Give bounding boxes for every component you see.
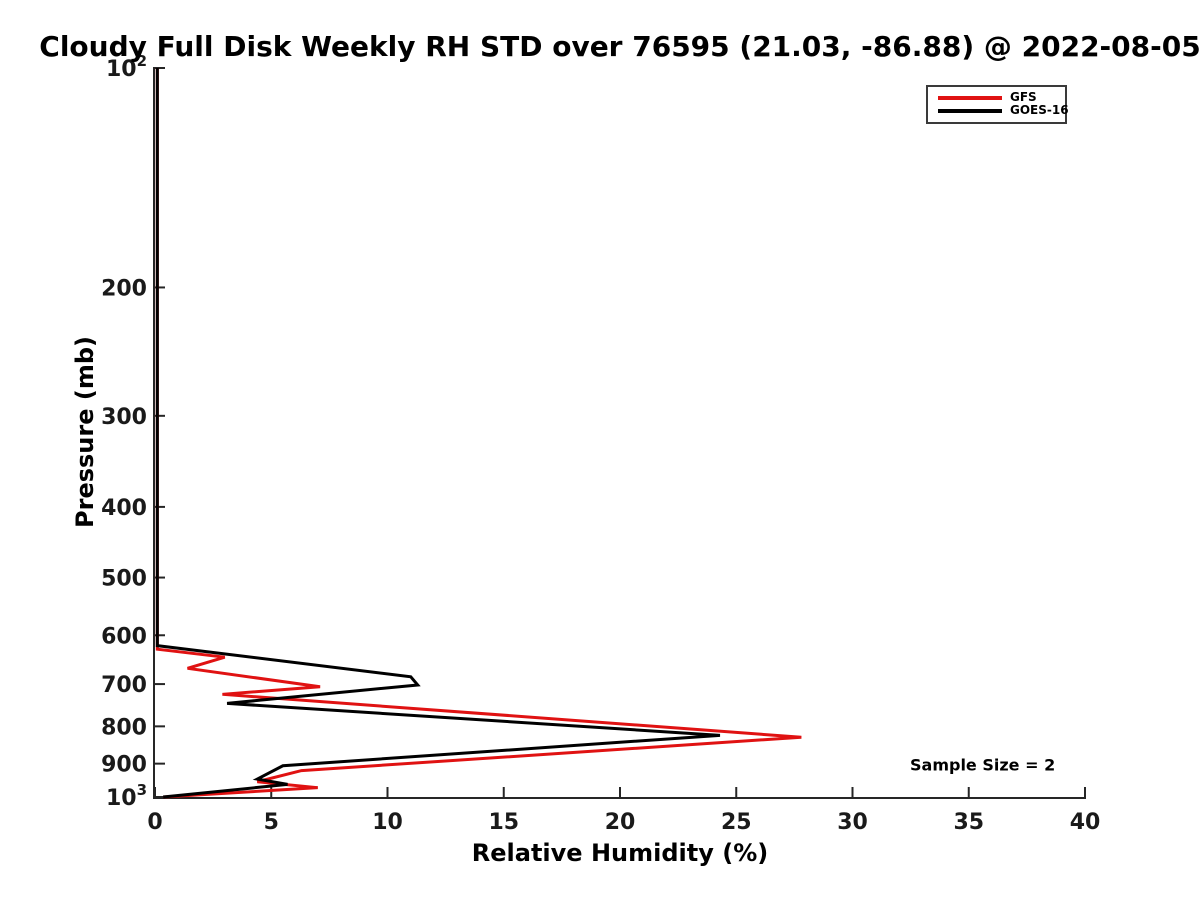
y-tick-label: 600 [101, 624, 147, 649]
y-tick-label: 500 [101, 567, 147, 592]
legend: GFS GOES-16 [926, 85, 1069, 124]
y-axis-label: Pressure (mb) [71, 336, 99, 528]
x-tick-label: 25 [721, 810, 752, 835]
x-tick-label: 35 [953, 810, 984, 835]
x-axis-label: Relative Humidity (%) [471, 839, 769, 867]
series-line-goes-16 [155, 68, 721, 799]
sample-size-annotation: Sample Size = 2 [910, 755, 1056, 775]
legend-item-goes16: GOES-16 [938, 104, 1069, 117]
x-tick-label: 30 [837, 810, 868, 835]
y-tick-label: 102 [106, 52, 147, 82]
legend-label-gfs: GFS [1010, 90, 1037, 104]
chart-title: Cloudy Full Disk Weekly RH STD over 7659… [39, 30, 1200, 63]
legend-label-goes16: GOES-16 [1010, 103, 1069, 117]
y-tick-label: 400 [101, 496, 147, 521]
goes16-line-swatch [938, 108, 1002, 113]
gfs-line-swatch [938, 95, 1002, 100]
y-tick-label: 103 [106, 781, 147, 811]
y-tick-label: 700 [101, 673, 147, 698]
x-tick-label: 20 [605, 810, 636, 835]
x-tick-label: 0 [147, 810, 162, 835]
y-tick-label: 200 [101, 276, 147, 301]
legend-item-gfs: GFS [938, 91, 1057, 104]
x-tick-label: 5 [264, 810, 279, 835]
series-line-gfs [155, 68, 802, 799]
y-tick-label: 900 [101, 753, 147, 778]
x-tick-label: 15 [488, 810, 519, 835]
y-tick-label: 800 [101, 715, 147, 740]
x-tick-label: 10 [372, 810, 403, 835]
x-tick-label: 40 [1070, 810, 1101, 835]
y-tick-label: 300 [101, 405, 147, 430]
